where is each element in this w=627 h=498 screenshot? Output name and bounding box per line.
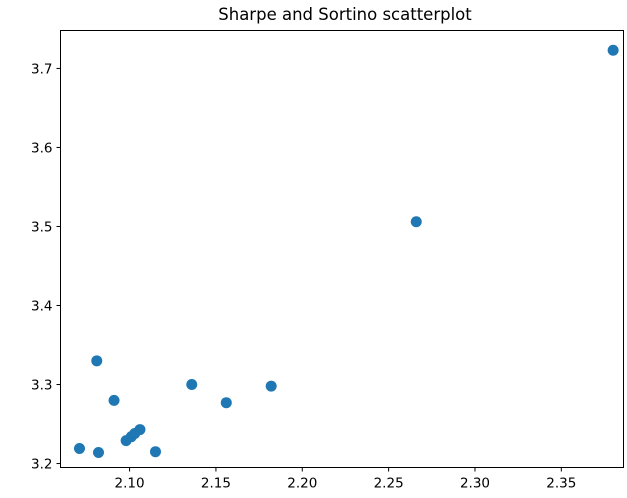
scatter-point [91, 355, 103, 367]
y-tick-label: 3.6 [31, 140, 52, 156]
axes-frame [60, 30, 624, 468]
x-tick-label: 2.25 [374, 476, 404, 492]
scatter-point [265, 380, 277, 392]
scatter-point [134, 424, 146, 436]
y-tick-label: 3.5 [31, 219, 52, 235]
scatter-point [186, 379, 198, 391]
scatter-point [220, 397, 232, 409]
x-tick-label: 2.30 [460, 476, 490, 492]
y-tick-label: 3.2 [31, 457, 52, 473]
x-tick-label: 2.15 [201, 476, 231, 492]
y-tick-label: 3.7 [31, 61, 52, 77]
y-tick-label: 3.3 [31, 378, 52, 394]
x-tick-label: 2.10 [115, 476, 145, 492]
scatter-point [149, 446, 161, 458]
x-tick-label: 2.35 [546, 476, 576, 492]
scatter-point [73, 443, 85, 455]
y-tick-label: 3.4 [31, 299, 52, 315]
chart-title: Sharpe and Sortino scatterplot [218, 5, 472, 24]
scatter-point [108, 394, 120, 406]
scatter-point [607, 44, 619, 56]
x-tick-label: 2.20 [287, 476, 317, 492]
scatter-point [410, 216, 422, 228]
scatter-point [92, 446, 104, 458]
plot-area: 2.10 2.15 2.20 2.25 2.30 2.35 3.2 3.3 3.4 3.5 3.6 3… [31, 44, 619, 492]
